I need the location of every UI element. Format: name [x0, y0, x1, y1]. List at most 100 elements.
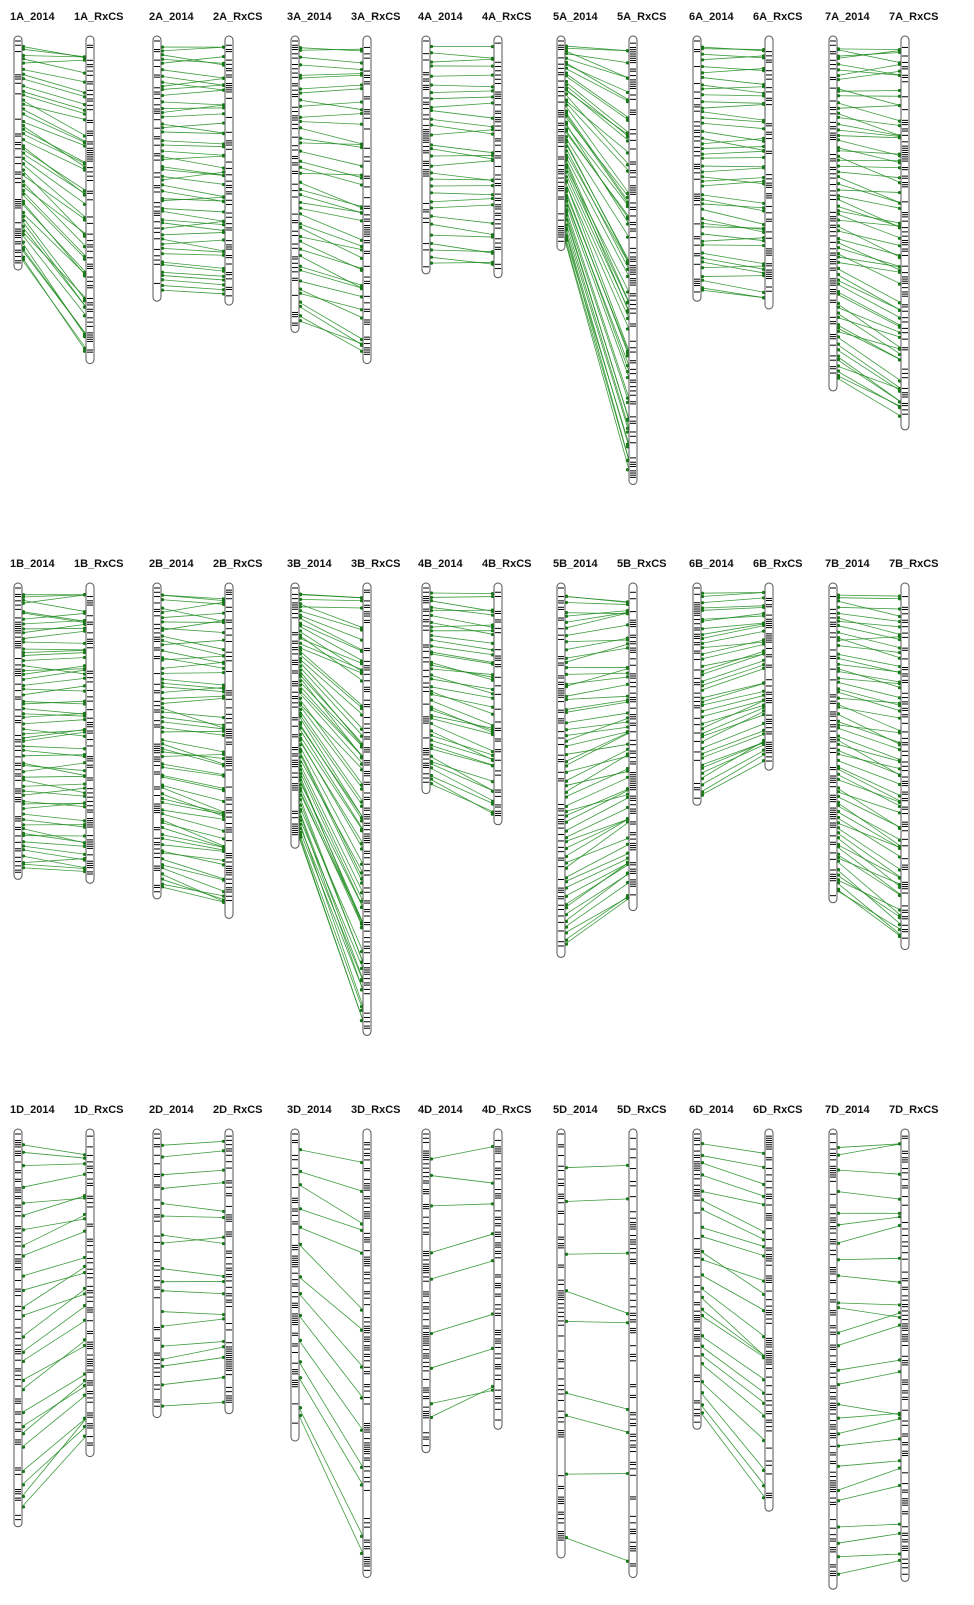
marker-dot [490, 675, 495, 680]
marker-dot [160, 765, 165, 769]
marker-dot [359, 1365, 364, 1369]
marker-dot [160, 866, 165, 870]
marker-dot [564, 710, 569, 715]
marker-dot [490, 132, 495, 136]
synteny-link [564, 843, 630, 879]
marker-dot [21, 669, 26, 673]
synteny-link [836, 874, 902, 919]
marker-dot [836, 676, 841, 680]
marker-dot [82, 794, 87, 798]
marker-dot [160, 154, 165, 159]
marker-dot [564, 854, 569, 859]
synteny-link [21, 1319, 87, 1362]
synteny-link [564, 63, 630, 93]
marker-dot [82, 844, 87, 848]
marker-dot [82, 1153, 87, 1157]
synteny-link [21, 708, 87, 715]
marker-dot [836, 62, 841, 66]
synteny-link [700, 137, 766, 151]
synteny-link [836, 63, 902, 76]
chromosome-body [628, 1128, 638, 1578]
synteny-link [836, 869, 902, 925]
marker-dot [160, 648, 165, 653]
marker-dot [564, 1199, 569, 1204]
marker-dot [897, 1437, 902, 1441]
marker-dot [564, 170, 569, 174]
synteny-link [160, 1169, 226, 1176]
marker-dot [761, 629, 766, 633]
marker-dot [625, 792, 630, 796]
chromosome-body [628, 582, 638, 912]
synteny-link [298, 653, 364, 709]
marker-dot [700, 591, 705, 595]
marker-dot [564, 770, 569, 774]
synteny-link [836, 102, 902, 122]
synteny-link [160, 171, 226, 181]
marker-dot [625, 301, 630, 305]
marker-dot [298, 775, 303, 779]
marker-dot [21, 84, 26, 88]
synteny-link [700, 694, 766, 712]
marker-dot [359, 713, 364, 717]
marker-dot [160, 288, 165, 292]
chromosome-body [290, 582, 300, 849]
synteny-link [429, 234, 495, 238]
synteny-link [298, 824, 364, 981]
marker-dot [564, 866, 569, 870]
synteny-link [160, 77, 226, 87]
marker-dot [221, 1274, 226, 1279]
marker-dot [160, 1344, 165, 1348]
synteny-link [836, 50, 902, 59]
marker-dot [429, 117, 434, 121]
marker-dot [564, 779, 569, 783]
synteny-link [429, 596, 495, 598]
marker-dot [836, 128, 841, 132]
marker-dot [700, 136, 705, 140]
marker-dot [836, 845, 841, 849]
synteny-link [836, 677, 902, 685]
marker-dot [221, 690, 226, 694]
synteny-link [564, 81, 630, 134]
synteny-link [564, 167, 630, 304]
marker-dot [490, 1202, 495, 1206]
marker-dot [564, 919, 569, 924]
synteny-link [700, 1308, 766, 1357]
synteny-link [564, 47, 630, 52]
marker-dot [221, 1168, 226, 1172]
synteny-link [429, 90, 495, 94]
marker-dot [836, 1241, 841, 1245]
marker-dot [836, 619, 841, 623]
marker-dot [897, 1311, 902, 1315]
synteny-link [700, 101, 766, 104]
marker-dot [897, 387, 902, 391]
synteny-link [298, 680, 364, 748]
marker-dot [564, 790, 569, 794]
marker-dot [897, 119, 902, 123]
marker-dot [160, 885, 165, 889]
marker-dot [429, 620, 434, 625]
synteny-link [836, 330, 902, 350]
synteny-link [564, 857, 630, 889]
synteny-link [700, 630, 766, 644]
marker-dot [429, 761, 434, 765]
marker-dot [221, 76, 226, 80]
synteny-link [429, 760, 495, 783]
marker-dot [160, 130, 165, 134]
marker-dot [429, 147, 434, 151]
marker-dot [160, 278, 165, 282]
marker-dot [298, 696, 303, 700]
marker-dot [359, 804, 364, 808]
chromosome-6B_2014 [692, 582, 702, 806]
chromosome-1A_2014 [13, 35, 23, 271]
marker-dot [836, 786, 841, 790]
synteny-link [298, 692, 364, 765]
chromosome-6A_2014 [692, 35, 702, 302]
marker-dot [700, 1334, 705, 1338]
marker-dot [700, 664, 705, 668]
marker-dot [359, 211, 364, 215]
marker-dot [221, 1279, 226, 1284]
synteny-link [21, 669, 87, 680]
synteny-link [21, 163, 87, 219]
marker-dot [21, 1150, 26, 1154]
synteny-link [21, 858, 87, 864]
